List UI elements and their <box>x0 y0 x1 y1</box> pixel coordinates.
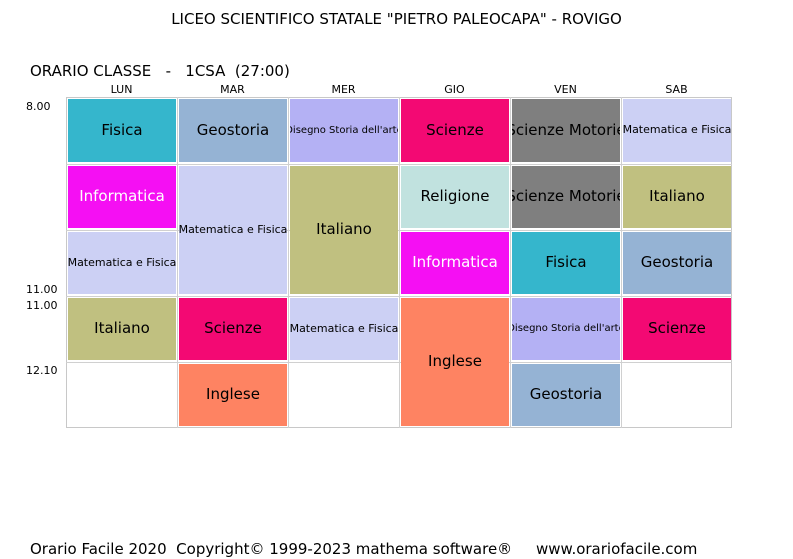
lesson-cell: Disegno Storia dell'arte <box>290 99 398 162</box>
lesson-cell: Informatica <box>401 232 509 294</box>
lesson-cell: Matematica e Fisica <box>623 99 731 162</box>
lesson-cell: Matematica e Fisica <box>290 298 398 360</box>
time-label: 12.10 <box>26 364 58 377</box>
grid-vline <box>510 97 511 428</box>
lesson-cell: Italiano <box>623 166 731 228</box>
lesson-cell: Fisica <box>512 232 620 294</box>
day-header-mer: MER <box>331 83 356 96</box>
lesson-cell: Inglese <box>401 298 509 426</box>
lesson-cell: Italiano <box>68 298 176 360</box>
lesson-cell: Geostoria <box>512 364 620 426</box>
day-header-gio: GIO <box>444 83 465 96</box>
grid-hline <box>66 164 732 165</box>
lesson-cell: Scienze <box>623 298 731 360</box>
time-label: 11.00 <box>26 283 58 296</box>
grid-vline <box>177 97 178 428</box>
lesson-cell: Religione <box>401 166 509 228</box>
lesson-cell: Geostoria <box>623 232 731 294</box>
lesson-cell: Informatica <box>68 166 176 228</box>
day-header-mar: MAR <box>220 83 245 96</box>
time-label: 11.00 <box>26 299 58 312</box>
grid-vline <box>621 97 622 428</box>
lesson-cell: Matematica e Fisica <box>68 232 176 294</box>
grid-hline <box>66 296 732 297</box>
lesson-cell: Scienze Motorie <box>512 166 620 228</box>
lesson-cell: Disegno Storia dell'arte <box>512 298 620 360</box>
lesson-cell: Scienze Motorie <box>512 99 620 162</box>
lesson-cell: Italiano <box>290 166 398 294</box>
lesson-cell: Scienze <box>179 298 287 360</box>
grid-vline <box>288 97 289 428</box>
page-title: LICEO SCIENTIFICO STATALE "PIETRO PALEOC… <box>171 10 622 28</box>
lesson-cell: Scienze <box>401 99 509 162</box>
day-header-ven: VEN <box>554 83 577 96</box>
lesson-cell: Inglese <box>179 364 287 426</box>
grid-vline <box>399 97 400 428</box>
day-header-sab: SAB <box>665 83 688 96</box>
lesson-cell: Geostoria <box>179 99 287 162</box>
grid-hline <box>66 362 732 363</box>
time-label: 8.00 <box>26 100 51 113</box>
grid-hline <box>66 230 732 231</box>
lesson-cell: Matematica e Fisica <box>179 166 287 294</box>
class-label: ORARIO CLASSE - 1CSA (27:00) <box>30 62 290 80</box>
footer-copyright: Orario Facile 2020 Copyright© 1999-2023 … <box>30 540 698 558</box>
day-header-lun: LUN <box>110 83 133 96</box>
lesson-cell: Fisica <box>68 99 176 162</box>
